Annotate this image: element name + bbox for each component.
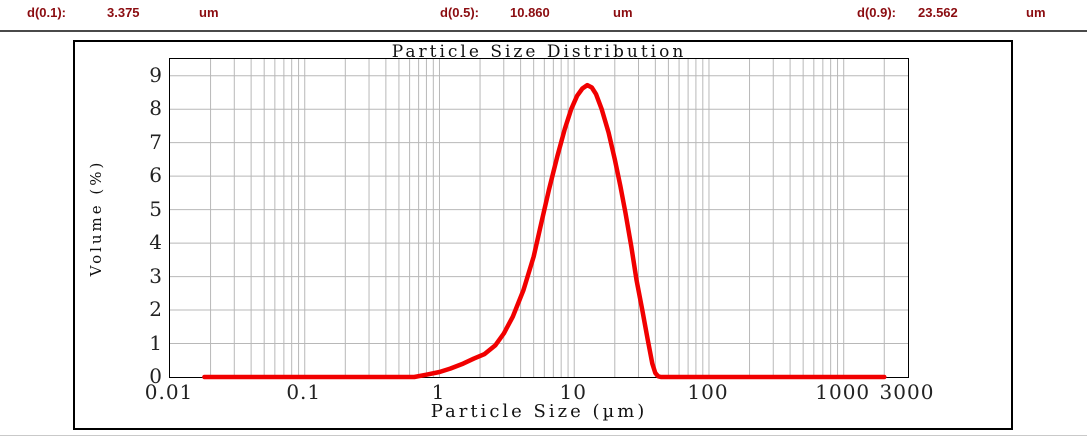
x-tick-label: 1000	[815, 380, 871, 404]
x-tick-label: 0.1	[286, 380, 322, 404]
distribution-plot-svg	[170, 59, 908, 380]
chart-title: Particle Size Distribution	[391, 42, 687, 62]
d90-unit: um	[1026, 5, 1046, 20]
d10-label: d(0.1):	[27, 5, 66, 20]
x-tick-label: 3000	[879, 380, 935, 404]
d50-unit: um	[613, 5, 633, 20]
d50-label: d(0.5):	[440, 5, 479, 20]
y-tick-label: 7	[149, 129, 162, 154]
x-tick-label: 0.01	[144, 380, 194, 404]
y-tick-label: 6	[149, 163, 162, 188]
x-axis-label: Particle Size (µm)	[430, 401, 648, 422]
plot-area	[169, 58, 909, 380]
distribution-curve	[202, 82, 887, 380]
x-tick-label: 100	[687, 380, 729, 404]
d10-value: 3.375	[107, 5, 140, 20]
d50-value: 10.860	[510, 5, 550, 20]
y-tick-label: 1	[149, 330, 162, 355]
y-tick-label: 4	[149, 230, 162, 255]
d90-value: 23.562	[918, 5, 958, 20]
y-tick-label: 0	[149, 364, 162, 388]
y-tick-label: 3	[149, 263, 162, 288]
bottom-divider	[0, 435, 1087, 436]
x-tick-label: 10	[559, 380, 587, 404]
d90-label: d(0.9):	[857, 5, 896, 20]
y-tick-label: 9	[149, 62, 162, 87]
header-separator	[0, 30, 1087, 32]
y-tick-label: 2	[149, 297, 162, 322]
y-axis-label: Volume (%)	[87, 159, 105, 277]
d10-unit: um	[199, 5, 219, 20]
y-tick-label: 5	[149, 196, 162, 221]
y-tick-label: 8	[149, 96, 162, 121]
x-tick-label: 1	[431, 380, 446, 404]
